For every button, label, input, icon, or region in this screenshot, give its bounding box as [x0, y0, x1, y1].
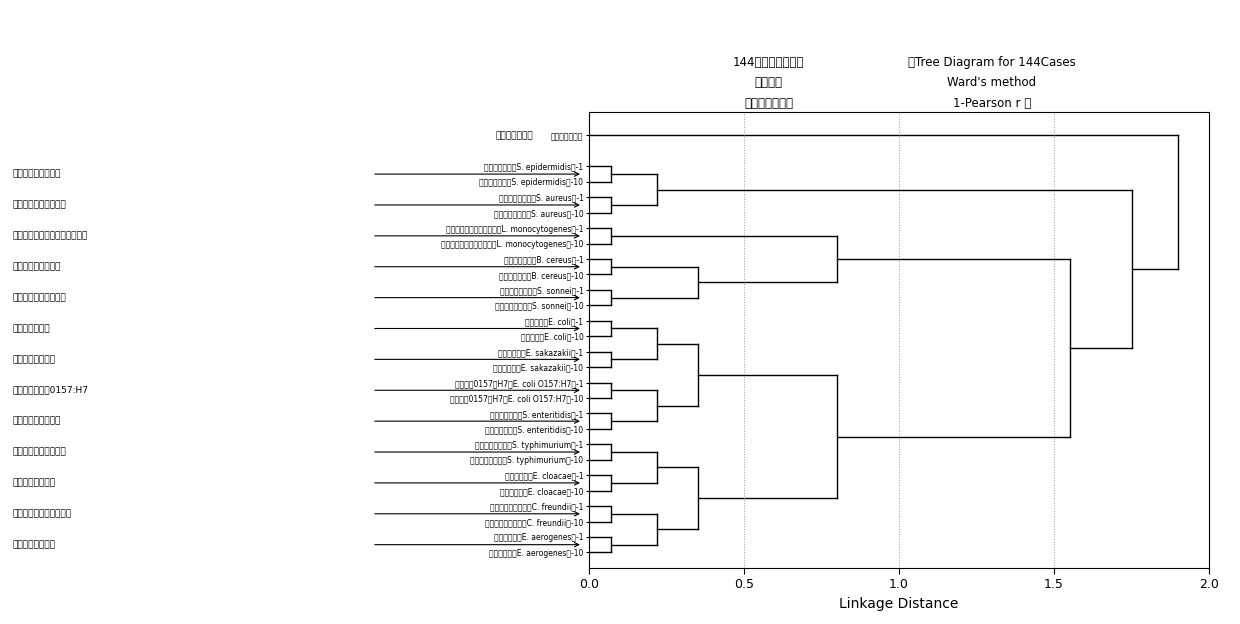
Text: 样品中大肠杆菌0157:H7: 样品中大肠杆菌0157:H7 [12, 386, 88, 395]
Text: 样品中金黄色葡萄球菌: 样品中金黄色葡萄球菌 [12, 200, 66, 210]
Text: 1-Pearson r ）: 1-Pearson r ） [952, 97, 1032, 110]
X-axis label: Linkage Distance: Linkage Distance [839, 597, 959, 611]
Text: 样品中阪崎肠杆菌: 样品中阪崎肠杆菌 [12, 355, 56, 364]
Text: 样品中宋内氏志贺氏菌: 样品中宋内氏志贺氏菌 [12, 293, 66, 302]
Text: 样品中表皮葡萄球菌: 样品中表皮葡萄球菌 [12, 170, 61, 178]
Text: 欧式距离: 欧式距离 [755, 76, 782, 89]
Text: 样品中非可视菌: 样品中非可视菌 [496, 131, 533, 140]
Text: 样品中蜡样芽包杆菌: 样品中蜡样芽包杆菌 [12, 262, 61, 271]
Text: 样品中阴沟肠杆菌: 样品中阴沟肠杆菌 [12, 479, 56, 487]
Text: 样品中大肠杆菌: 样品中大肠杆菌 [12, 324, 50, 333]
Text: Ward's method: Ward's method [947, 76, 1037, 89]
Text: （Tree Diagram for 144Cases: （Tree Diagram for 144Cases [908, 56, 1076, 69]
Text: 样品中鯄伤寒沙门氏菌: 样品中鯄伤寒沙门氏菌 [12, 447, 66, 457]
Text: 样品中肠炎沙门氏菌: 样品中肠炎沙门氏菌 [12, 417, 61, 426]
Text: 皮尔森相关系数: 皮尔森相关系数 [744, 97, 794, 110]
Text: 样品中单核细胞增生李斯特氏菌: 样品中单核细胞增生李斯特氏菌 [12, 232, 88, 240]
Text: 样品中弗劳地柠樼酸杆菌: 样品中弗劳地柠樼酸杆菌 [12, 509, 72, 519]
Text: 144个样本的树状图: 144个样本的树状图 [733, 56, 805, 69]
Text: 样品中产气肠杆菌: 样品中产气肠杆菌 [12, 540, 56, 549]
